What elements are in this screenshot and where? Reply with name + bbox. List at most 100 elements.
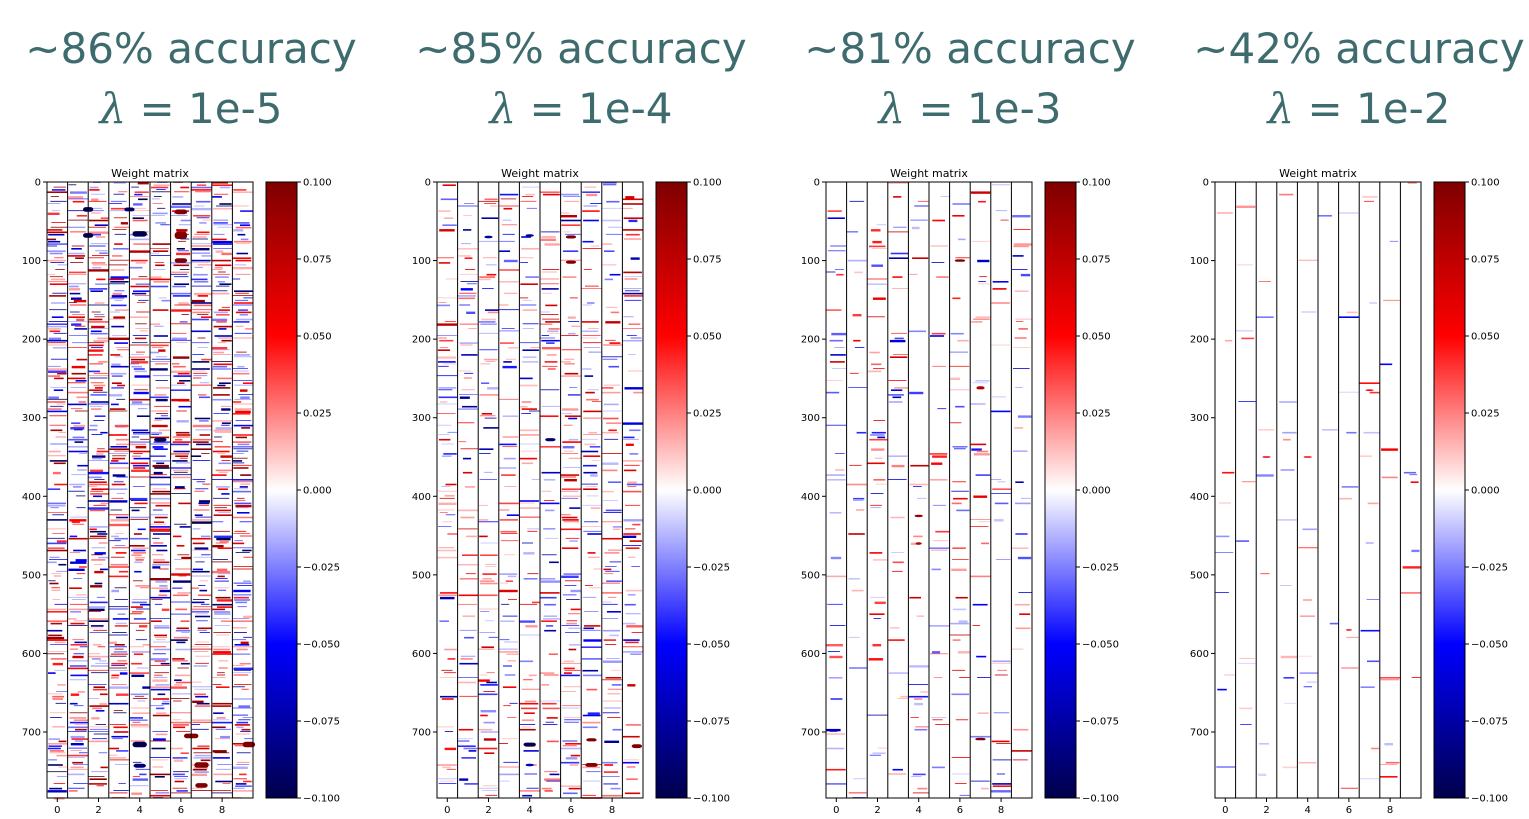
- weight-stripe: [543, 479, 556, 481]
- weight-stripe: [214, 587, 230, 589]
- weight-stripe: [151, 474, 167, 476]
- weight-stripe: [178, 405, 192, 408]
- weight-stripe: [130, 196, 149, 197]
- weight-blob: [915, 542, 922, 545]
- weight-stripe: [548, 653, 558, 655]
- weight-stripe: [88, 655, 109, 658]
- weight-stripe: [570, 589, 581, 593]
- weight-stripe: [623, 316, 634, 318]
- weight-stripe: [110, 354, 121, 356]
- weight-stripe: [69, 285, 79, 288]
- weight-stripe: [568, 787, 581, 790]
- weight-stripe: [212, 521, 224, 523]
- weight-stripe: [568, 457, 582, 459]
- weight-stripe: [47, 259, 66, 262]
- weight-stripe: [546, 780, 560, 782]
- weight-stripe: [562, 740, 578, 742]
- weight-stripe: [603, 573, 614, 575]
- weight-stripe: [213, 351, 225, 354]
- weight-stripe: [196, 620, 208, 622]
- weight-stripe: [1318, 215, 1333, 217]
- weight-stripe: [1013, 347, 1031, 348]
- weight-stripe: [601, 679, 623, 681]
- weight-stripe: [437, 349, 451, 351]
- weight-stripe: [47, 240, 61, 243]
- weight-stripe: [152, 198, 160, 200]
- weight-stripe: [582, 669, 598, 672]
- x-tick-label: 6: [178, 805, 184, 816]
- weight-stripe: [603, 512, 622, 513]
- weight-stripe: [213, 648, 230, 651]
- weight-stripe: [605, 233, 622, 235]
- weight-stripe: [542, 318, 560, 320]
- weight-stripe: [606, 611, 621, 613]
- weight-stripe: [91, 212, 101, 214]
- weight-stripe: [1258, 281, 1271, 282]
- weight-stripe: [129, 238, 149, 241]
- weight-stripe: [88, 429, 98, 431]
- weight-stripe: [522, 309, 538, 311]
- weight-stripe: [179, 321, 188, 323]
- weight-stripe: [581, 526, 601, 527]
- weight-stripe: [561, 335, 579, 336]
- weight-stripe: [118, 191, 128, 193]
- weight-stripe: [192, 747, 210, 750]
- weight-stripe: [602, 794, 622, 797]
- weight-stripe: [47, 339, 68, 342]
- weight-stripe: [176, 627, 189, 630]
- weight-stripe: [952, 446, 968, 448]
- weight-stripe: [75, 559, 87, 562]
- weight-stripe: [831, 368, 846, 369]
- weight-stripe: [221, 408, 231, 411]
- weight-stripe: [545, 321, 561, 323]
- weight-stripe: [47, 238, 56, 241]
- weight-stripe: [1329, 622, 1339, 625]
- weight-stripe: [129, 266, 143, 269]
- weight-stripe: [930, 479, 948, 481]
- weight-stripe: [914, 728, 928, 731]
- weight-stripe: [152, 554, 164, 556]
- weight-stripe: [608, 365, 620, 368]
- weight-stripe: [541, 311, 550, 313]
- weight-stripe: [625, 613, 641, 615]
- weight-stripe: [561, 497, 579, 499]
- weight-stripes: [47, 182, 253, 800]
- weight-stripe: [846, 483, 867, 486]
- weight-stripe: [932, 719, 943, 721]
- weight-stripe: [178, 224, 191, 226]
- weight-stripe: [991, 493, 1011, 494]
- weight-stripe: [972, 382, 988, 384]
- weight-stripe: [563, 792, 578, 795]
- weight-stripe: [502, 233, 515, 235]
- weight-stripe: [500, 540, 519, 542]
- weight-stripe: [154, 363, 169, 365]
- weight-stripe: [172, 196, 184, 198]
- weight-stripe: [481, 382, 490, 384]
- weight-stripe: [53, 332, 67, 334]
- weight-stripe: [971, 448, 982, 451]
- weight-stripe: [197, 264, 212, 266]
- weight-stripe: [521, 726, 531, 728]
- weight-stripe: [201, 358, 212, 361]
- weight-stripe: [626, 483, 643, 486]
- weight-stripe: [437, 297, 458, 299]
- weight-stripe: [582, 438, 598, 440]
- weight-stripe: [47, 549, 68, 552]
- weight-stripe: [88, 257, 104, 259]
- weight-stripe: [525, 625, 538, 628]
- weight-stripe: [137, 528, 146, 531]
- weight-stripe: [462, 471, 473, 474]
- weight-stripe: [826, 380, 843, 381]
- weight-stripe: [502, 436, 519, 438]
- weight-stripe: [218, 462, 231, 465]
- weight-stripe: [77, 691, 86, 693]
- weight-stripe: [931, 568, 941, 571]
- weight-stripe: [67, 667, 89, 670]
- weight-stripe: [909, 596, 921, 599]
- weight-stripe: [58, 431, 66, 433]
- weight-stripe: [50, 226, 68, 228]
- weight-stripe: [151, 587, 168, 589]
- weight-stripe: [826, 728, 841, 732]
- weight-stripe: [129, 398, 150, 401]
- weight-stripe: [161, 608, 170, 611]
